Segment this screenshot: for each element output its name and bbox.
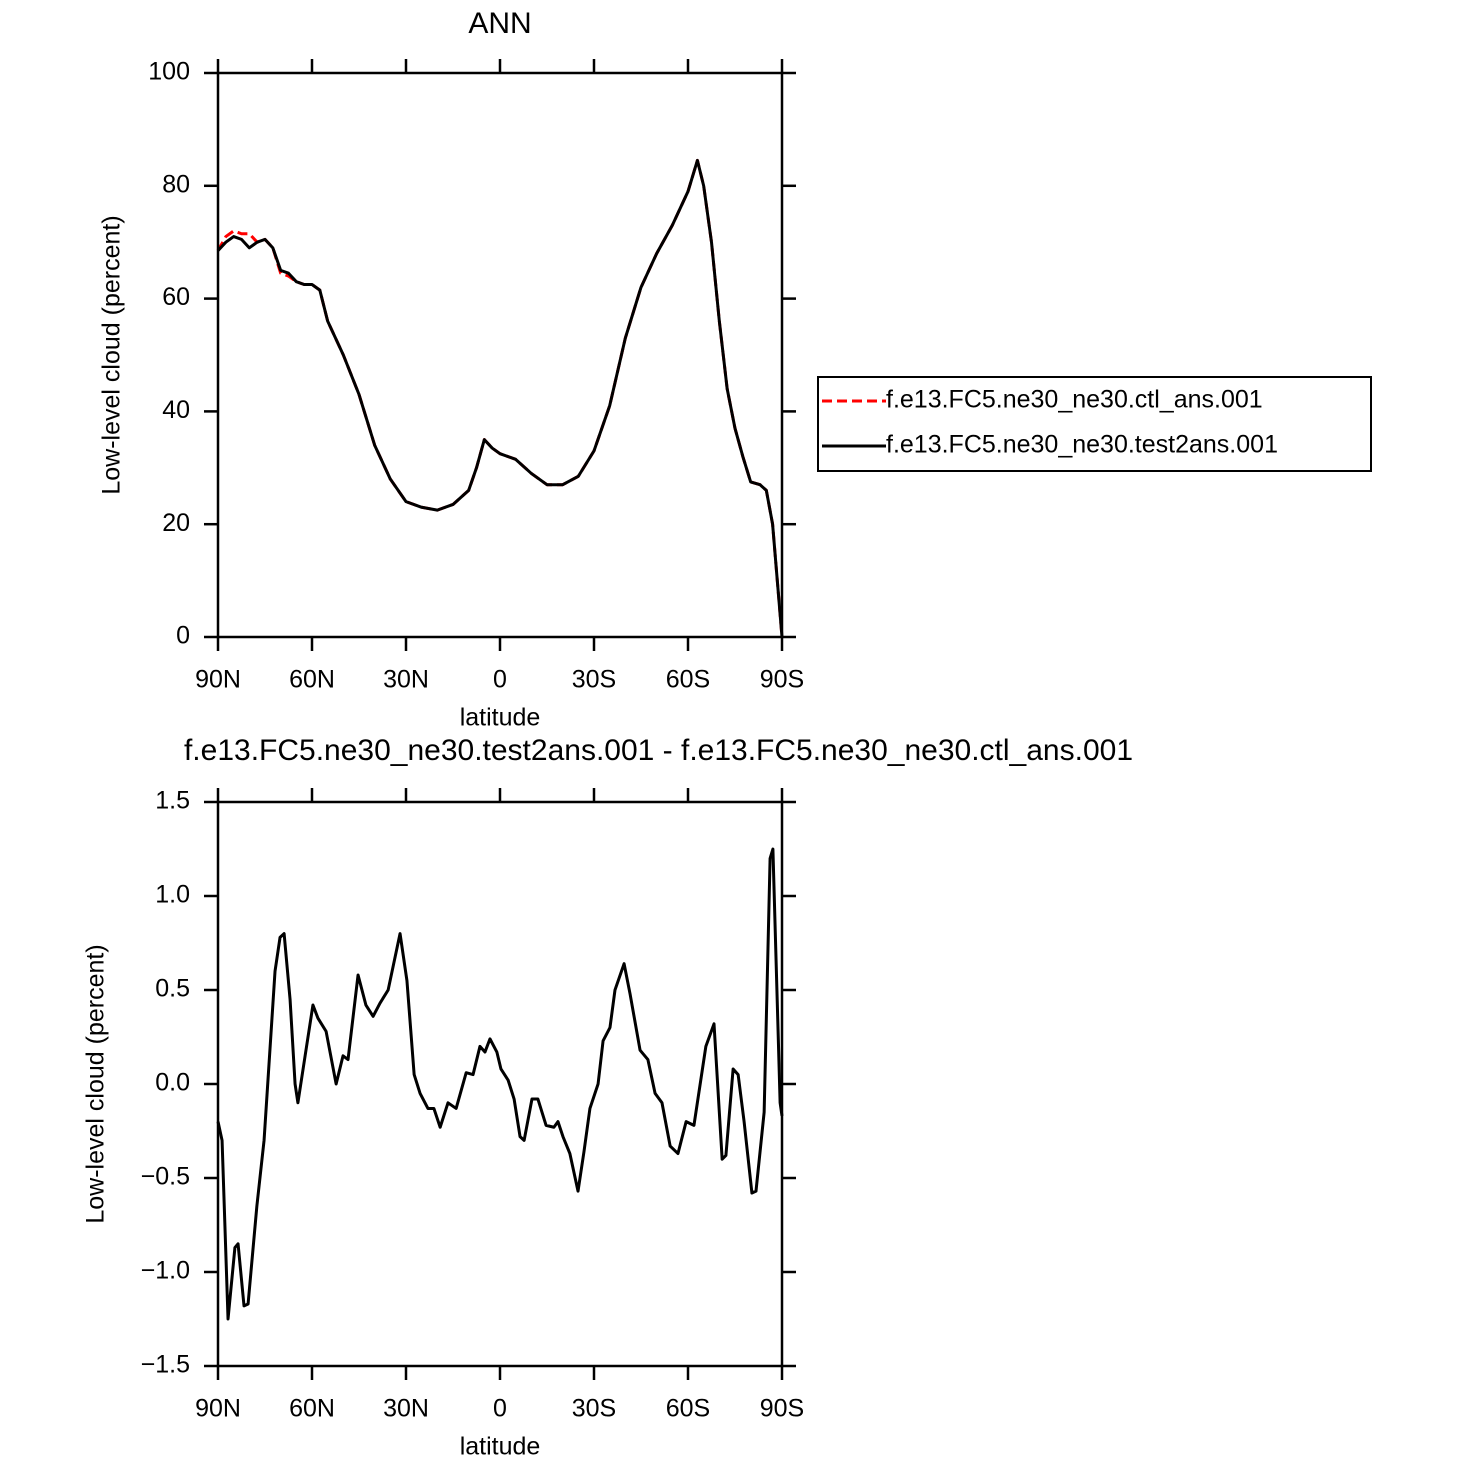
data-line <box>216 158 784 638</box>
y-tick-label: 60 <box>162 283 190 311</box>
y-tick-label: −0.5 <box>141 1163 190 1191</box>
x-tick-label: 0 <box>493 666 507 694</box>
y-tick-label: −1.0 <box>141 1257 190 1285</box>
x-tick-label: 30N <box>383 1395 429 1423</box>
legend-label: f.e13.FC5.ne30_ne30.ctl_ans.001 <box>886 386 1263 414</box>
y-tick-label: 1.0 <box>155 881 190 909</box>
y-tick-label: −1.5 <box>141 1351 190 1379</box>
legend-box <box>817 376 1372 472</box>
legend-label: f.e13.FC5.ne30_ne30.test2ans.001 <box>886 431 1278 459</box>
y-tick-label: 40 <box>162 396 190 424</box>
x-tick-label: 90N <box>195 1395 241 1423</box>
x-tick-label: 60S <box>666 666 710 694</box>
x-tick-label: 0 <box>493 1395 507 1423</box>
x-tick-label: 60N <box>289 1395 335 1423</box>
chart-title: ANN <box>468 7 531 40</box>
data-line <box>216 847 784 1321</box>
x-tick-label: 60N <box>289 666 335 694</box>
y-tick-label: 0.0 <box>155 1069 190 1097</box>
y-tick-label: 0.5 <box>155 975 190 1003</box>
x-axis-label: latitude <box>460 704 541 732</box>
x-tick-label: 90S <box>760 666 804 694</box>
x-tick-label: 30S <box>572 1395 616 1423</box>
plot-frame <box>216 800 784 1368</box>
data-line <box>216 158 784 638</box>
y-tick-label: 0 <box>176 622 190 650</box>
x-tick-label: 30S <box>572 666 616 694</box>
y-axis-label: Low-level cloud (percent) <box>82 944 110 1223</box>
y-tick-label: 80 <box>162 170 190 198</box>
x-tick-label: 30N <box>383 666 429 694</box>
x-tick-label: 60S <box>666 1395 710 1423</box>
plot-frame <box>216 71 784 639</box>
chart-title: f.e13.FC5.ne30_ne30.test2ans.001 - f.e13… <box>184 734 1133 767</box>
y-axis-label: Low-level cloud (percent) <box>98 215 126 494</box>
y-tick-label: 100 <box>148 58 190 86</box>
y-tick-label: 20 <box>162 509 190 537</box>
y-tick-label: 1.5 <box>155 787 190 815</box>
x-axis-label: latitude <box>460 1433 541 1461</box>
x-tick-label: 90N <box>195 666 241 694</box>
x-tick-label: 90S <box>760 1395 804 1423</box>
